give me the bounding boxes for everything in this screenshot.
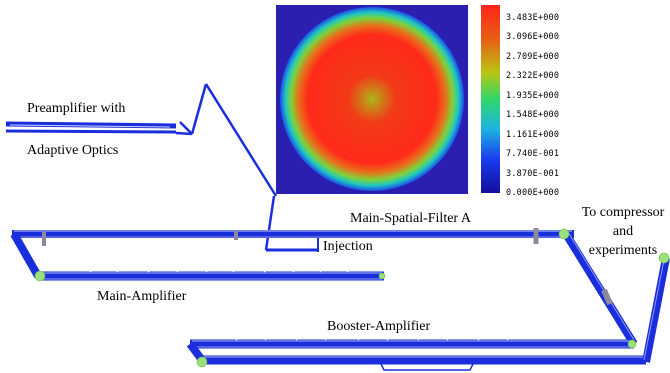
colorbar-tick: 0.000E+000 xyxy=(506,188,560,198)
main-spatial-filter-label: Main-Spatial-Filter A xyxy=(350,211,471,226)
beam-profile-spot xyxy=(280,7,464,191)
colorbar-tick: 1.548E+000 xyxy=(506,110,560,120)
booster-amplifier-label: Booster-Amplifier xyxy=(327,319,431,334)
colorbar-tick: 1.935E+000 xyxy=(506,91,560,101)
colorbar-tick: 7.740E-001 xyxy=(506,149,560,159)
preamplifier-label: Preamplifier with xyxy=(27,101,126,116)
colorbar-tick: 2.709E+000 xyxy=(506,52,560,62)
colorbar-tick: 3.483E+000 xyxy=(506,13,560,23)
main-amplifier-label: Main-Amplifier xyxy=(97,289,187,304)
colorbar-tick: 3.870E-001 xyxy=(506,169,560,179)
to-compressor-and-label: and xyxy=(612,224,634,239)
colorbar xyxy=(481,5,500,193)
booster-beamline xyxy=(186,231,670,371)
beamline-endcaps xyxy=(34,228,670,368)
colorbar-tick: 1.161E+000 xyxy=(506,130,560,140)
adaptive-optics-label: Adaptive Optics xyxy=(27,143,119,158)
injection-label: Injection xyxy=(323,239,373,254)
main-beamline xyxy=(10,228,574,281)
colorbar-tick: 3.096E+000 xyxy=(506,32,560,42)
preamplifier-stage xyxy=(5,83,319,252)
to-compressor-label: To compressor xyxy=(581,205,665,220)
experiments-label: experiments xyxy=(588,243,658,258)
colorbar-tick: 2.322E+000 xyxy=(506,71,560,81)
